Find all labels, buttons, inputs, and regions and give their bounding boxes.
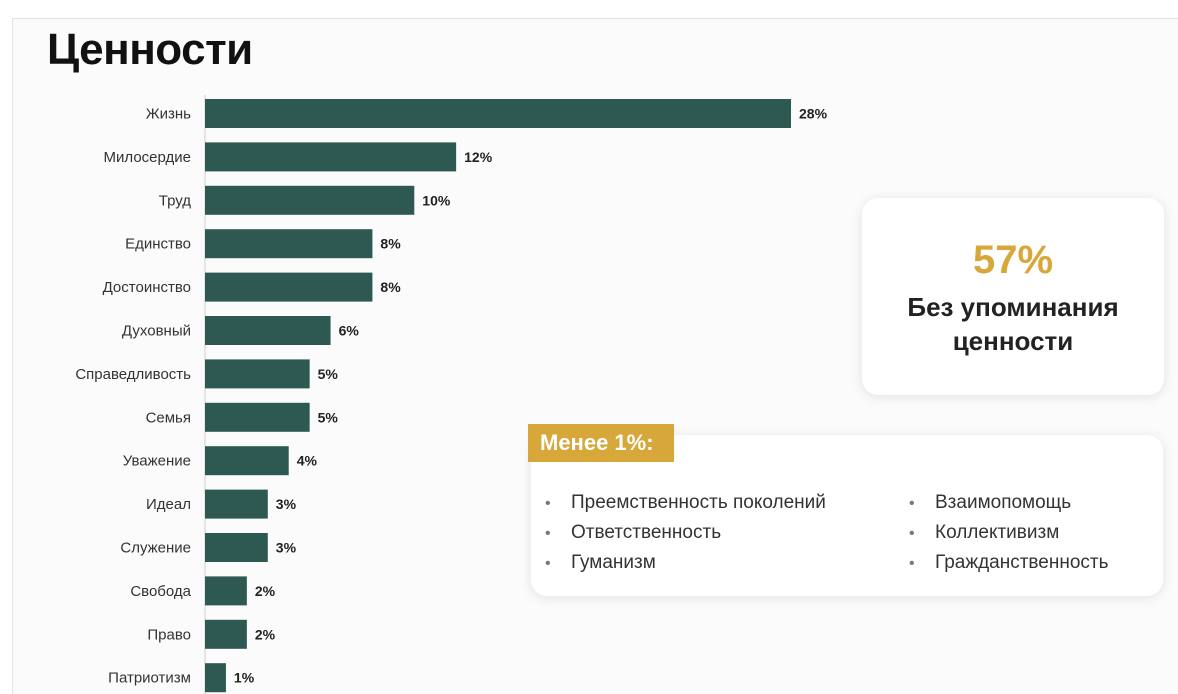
page-title: Ценности: [47, 25, 253, 74]
bullet-icon: •: [545, 525, 551, 542]
category-label: Свобода: [130, 583, 191, 600]
bar: [205, 272, 373, 302]
bar: [205, 489, 268, 519]
value-label: 1%: [234, 670, 255, 686]
bar: [205, 142, 457, 172]
value-label: 12%: [464, 149, 493, 165]
value-label: 3%: [276, 496, 297, 512]
bar: [205, 446, 289, 476]
category-label: Духовный: [122, 323, 191, 340]
category-label: Единство: [125, 236, 191, 253]
value-label: 2%: [255, 626, 276, 642]
bullet-icon: •: [545, 495, 551, 512]
bar: [205, 185, 415, 215]
list-item: • Гуманизм: [545, 548, 826, 578]
list-item: • Взаимопомощь: [909, 488, 1109, 518]
value-label: 2%: [255, 583, 276, 599]
bar: [205, 576, 247, 606]
category-label: Патриотизм: [108, 670, 191, 687]
summary-label: Без упоминания ценности: [862, 291, 1164, 359]
less-than-1-heading: Менее 1%:: [528, 424, 674, 462]
value-label: 8%: [380, 236, 401, 252]
less-than-1-list-right: • Взаимопомощь • Коллективизм • Гражданстве…: [909, 488, 1109, 578]
summary-label-line1: Без упоминания: [907, 292, 1119, 322]
value-label: 3%: [276, 540, 297, 556]
value-label: 6%: [339, 323, 360, 339]
category-label: Уважение: [123, 453, 191, 470]
list-item: • Преемственность поколений: [545, 488, 826, 518]
category-label: Семья: [146, 409, 191, 426]
value-label: 4%: [297, 453, 318, 469]
value-label: 10%: [422, 192, 451, 208]
category-label: Право: [147, 626, 191, 643]
category-label: Милосердие: [104, 149, 191, 166]
list-item: • Коллективизм: [909, 518, 1109, 548]
bar: [205, 663, 226, 693]
bar: [205, 229, 373, 259]
bar: [205, 316, 331, 345]
less-than-1-list-left: • Преемственность поколений • Ответственно…: [545, 488, 826, 578]
bar: [205, 99, 791, 128]
category-label: Достоинство: [103, 279, 191, 296]
value-label: 5%: [318, 366, 339, 382]
list-item: • Гражданственность: [909, 548, 1109, 578]
category-label: Идеал: [146, 496, 191, 513]
value-label: 5%: [318, 409, 339, 425]
bullet-icon: •: [909, 555, 915, 572]
category-label: Жизнь: [146, 106, 191, 123]
bar: [205, 402, 310, 432]
values-bar-chart: Жизнь 28% Милосердие 12% Труд 10% Единство 8% До…: [75, 95, 828, 694]
category-label: Справедливость: [75, 366, 191, 383]
value-label: 8%: [380, 279, 401, 295]
bar: [205, 533, 268, 562]
bullet-icon: •: [545, 555, 551, 572]
summary-value: 57%: [972, 238, 1054, 282]
summary-label-line2: ценности: [952, 325, 1074, 356]
bullet-icon: •: [909, 495, 915, 512]
summary-card: 57% Без упоминания ценности: [862, 198, 1164, 395]
bar: [205, 359, 310, 389]
list-item: • Ответственность: [545, 518, 826, 548]
slide: Ценности Жизнь 28% Милосердие 12% Труд 10% Еди…: [12, 18, 1178, 694]
bar: [205, 619, 247, 649]
category-label: Труд: [159, 192, 191, 209]
value-label: 28%: [799, 106, 828, 122]
bullet-icon: •: [909, 525, 915, 542]
category-label: Служение: [120, 540, 191, 557]
